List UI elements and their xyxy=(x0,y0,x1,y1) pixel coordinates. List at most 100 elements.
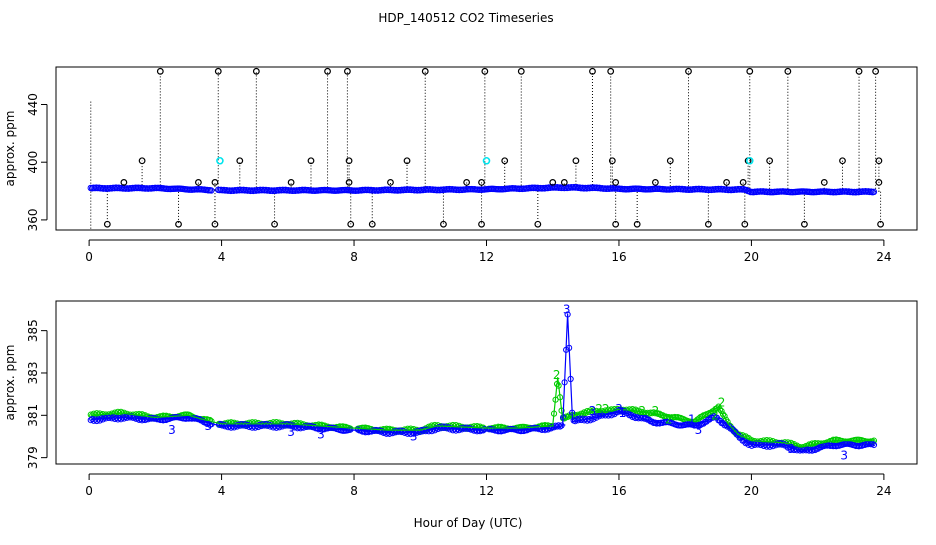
series-2-label: 2 xyxy=(602,402,610,416)
series-1-point xyxy=(276,424,283,431)
y-tick-label: 440 xyxy=(26,93,40,116)
series-2-point xyxy=(719,411,727,418)
outlier-point xyxy=(560,178,568,186)
outlier-point xyxy=(872,67,880,75)
series-3-label: 3 xyxy=(563,302,571,316)
series-1-point xyxy=(756,440,763,447)
series-3-label: 3 xyxy=(589,404,597,418)
series-3-label: 3 xyxy=(287,425,295,439)
outlier-point xyxy=(271,220,278,228)
series-1-point xyxy=(256,421,263,429)
outlier-point xyxy=(572,157,580,165)
outlier-point xyxy=(741,220,749,228)
series-2-label: 2 xyxy=(718,396,726,410)
series-2-label: 2 xyxy=(595,402,603,416)
series-1-point xyxy=(400,427,407,435)
outlier-point xyxy=(801,220,808,228)
series-2-label: 2 xyxy=(638,404,646,418)
series-1-point xyxy=(128,413,135,420)
outlier-point xyxy=(766,157,774,165)
outlier-point xyxy=(875,178,883,186)
outlier-point xyxy=(612,178,620,186)
data-point xyxy=(208,187,215,194)
outlier-point xyxy=(347,220,355,228)
plot-frame xyxy=(55,300,918,465)
x-tick-label: 8 xyxy=(350,250,358,264)
outlier-point xyxy=(517,67,525,75)
x-tick-label: 20 xyxy=(744,484,759,498)
outlier-point xyxy=(138,157,146,165)
series-1-point xyxy=(642,415,650,422)
data-point xyxy=(870,188,878,196)
x-tick-label: 4 xyxy=(218,250,226,264)
outlier-point xyxy=(307,157,315,165)
series-1-line xyxy=(90,313,874,452)
series-2-label: 2 xyxy=(711,408,719,422)
outlier-point xyxy=(344,67,351,75)
outlier-point xyxy=(345,178,353,186)
outlier-point xyxy=(704,220,712,228)
series-1-point xyxy=(766,443,773,450)
series-3-label: 3 xyxy=(615,402,623,416)
outlier-point xyxy=(421,67,429,75)
x-tick-label: 20 xyxy=(744,250,759,264)
outlier-point xyxy=(501,157,509,165)
x-tick-label: 8 xyxy=(350,484,358,498)
outlier-point xyxy=(211,178,219,186)
outlier-point xyxy=(387,178,394,186)
outlier-point xyxy=(478,220,485,228)
outlier-point xyxy=(345,157,353,165)
x-axis-label: Hour of Day (UTC) xyxy=(414,516,523,530)
series-1-point xyxy=(231,424,238,431)
outlier-point xyxy=(103,220,111,228)
x-tick-label: 24 xyxy=(876,250,891,264)
outlier-point xyxy=(877,220,884,228)
outlier-point xyxy=(481,67,489,75)
series-1-point xyxy=(608,412,615,419)
series-1-point xyxy=(111,415,119,423)
outlier-point xyxy=(534,220,542,228)
outlier-point xyxy=(403,157,411,165)
outlier-point xyxy=(440,220,447,228)
series-2-point xyxy=(718,407,725,415)
series-1-point xyxy=(558,422,565,429)
x-tick-label: 0 xyxy=(85,250,93,264)
outlier-point xyxy=(549,178,557,186)
outlier-point xyxy=(463,178,471,186)
outlier-point xyxy=(820,178,828,186)
outlier-point xyxy=(120,178,128,186)
outlier-point xyxy=(214,67,222,75)
outlier-point xyxy=(324,67,331,75)
series-2-point xyxy=(653,409,660,416)
outlier-point xyxy=(685,67,692,75)
y-tick-label: 400 xyxy=(26,151,40,174)
outlier-point xyxy=(633,220,641,228)
flagged-point xyxy=(745,156,754,165)
x-tick-label: 0 xyxy=(85,484,93,498)
outlier-point xyxy=(739,178,747,186)
x-tick-label: 24 xyxy=(876,484,891,498)
series-1-point xyxy=(481,426,488,433)
series-2-point xyxy=(715,403,722,410)
top-panel: 0 4 8 12 16 20 24 360 400 440 approx. ppm xyxy=(3,66,918,264)
series-1-point xyxy=(220,421,227,428)
series-1-point xyxy=(93,417,100,425)
outlier-point xyxy=(784,67,792,75)
x-tick-label: 12 xyxy=(479,484,494,498)
series-2-point xyxy=(117,408,125,415)
series-1-point xyxy=(235,421,242,428)
series-1-point xyxy=(573,416,580,423)
outlier-point xyxy=(875,157,883,165)
outlier-point xyxy=(666,157,674,165)
series-3-label: 3 xyxy=(317,427,325,441)
x-tick-label: 16 xyxy=(611,484,626,498)
y-tick-label: 381 xyxy=(26,404,40,427)
series-1-point xyxy=(428,428,435,435)
outlier-point xyxy=(723,178,730,186)
series-1-point xyxy=(811,446,819,454)
y-tick-label: 385 xyxy=(26,319,40,342)
outlier-point xyxy=(608,157,616,165)
series-3-label: 3 xyxy=(205,419,213,433)
